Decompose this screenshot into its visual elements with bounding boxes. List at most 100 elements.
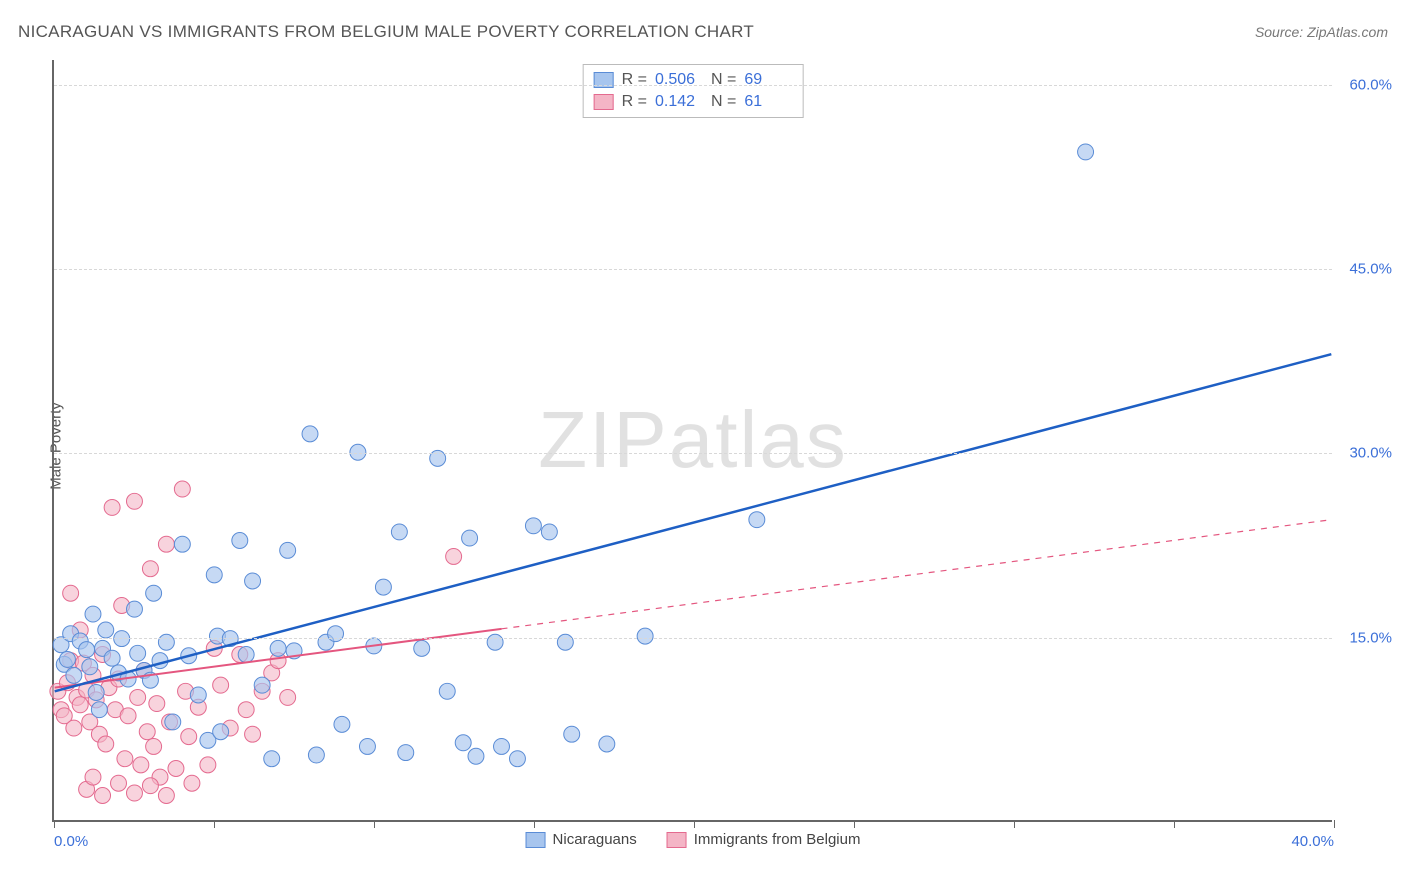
- gridline: [54, 638, 1332, 639]
- n-label-b: N =: [711, 93, 736, 111]
- data-point: [98, 736, 114, 752]
- gridline: [54, 269, 1332, 270]
- data-point: [391, 524, 407, 540]
- legend-row-b: R = 0.142 N = 61: [594, 91, 793, 113]
- y-tick-label: 60.0%: [1337, 76, 1392, 93]
- source-name: ZipAtlas.com: [1307, 24, 1388, 40]
- data-point: [245, 573, 261, 589]
- chart-header: NICARAGUAN VS IMMIGRANTS FROM BELGIUM MA…: [18, 22, 1388, 42]
- data-point: [149, 696, 165, 712]
- data-point: [599, 736, 615, 752]
- x-tick: [54, 820, 55, 828]
- data-point: [245, 726, 261, 742]
- data-point: [509, 751, 525, 767]
- chart-title: NICARAGUAN VS IMMIGRANTS FROM BELGIUM MA…: [18, 22, 754, 42]
- data-point: [126, 601, 142, 617]
- n-value-b: 61: [744, 93, 792, 111]
- swatch-a: [594, 72, 614, 88]
- source-attribution: Source: ZipAtlas.com: [1255, 24, 1388, 40]
- data-point: [168, 761, 184, 777]
- swatch-b2: [667, 832, 687, 848]
- plot-area: ZIPatlas R = 0.506 N = 69 R = 0.142 N = …: [52, 60, 1332, 822]
- swatch-b: [594, 94, 614, 110]
- data-point: [213, 724, 229, 740]
- swatch-a2: [526, 832, 546, 848]
- data-point: [270, 640, 286, 656]
- data-point: [120, 708, 136, 724]
- data-point: [174, 536, 190, 552]
- data-point: [238, 702, 254, 718]
- data-point: [446, 548, 462, 564]
- data-point: [494, 738, 510, 754]
- x-tick: [534, 820, 535, 828]
- data-point: [85, 606, 101, 622]
- data-point: [190, 687, 206, 703]
- data-point: [1078, 144, 1094, 160]
- y-tick-label: 45.0%: [1337, 260, 1392, 277]
- data-point: [66, 667, 82, 683]
- data-point: [350, 444, 366, 460]
- n-value-a: 69: [744, 71, 792, 89]
- data-point: [91, 702, 107, 718]
- data-point: [165, 714, 181, 730]
- legend-row-a: R = 0.506 N = 69: [594, 69, 793, 91]
- y-tick-label: 30.0%: [1337, 445, 1392, 462]
- x-tick: [854, 820, 855, 828]
- trend-line: [55, 354, 1332, 691]
- x-tick: [214, 820, 215, 828]
- data-point: [66, 720, 82, 736]
- data-point: [63, 585, 79, 601]
- data-point: [79, 642, 95, 658]
- data-point: [111, 775, 127, 791]
- data-point: [158, 536, 174, 552]
- data-point: [414, 640, 430, 656]
- data-point: [254, 677, 270, 693]
- r-value-b: 0.142: [655, 93, 703, 111]
- data-point: [139, 724, 155, 740]
- data-point: [142, 561, 158, 577]
- data-point: [398, 745, 414, 761]
- source-label: Source:: [1255, 24, 1307, 40]
- data-point: [455, 735, 471, 751]
- data-point: [334, 716, 350, 732]
- data-point: [104, 650, 120, 666]
- data-point: [130, 645, 146, 661]
- data-point: [439, 683, 455, 699]
- data-point: [359, 738, 375, 754]
- data-point: [264, 751, 280, 767]
- data-point: [98, 622, 114, 638]
- data-point: [130, 689, 146, 705]
- data-point: [181, 729, 197, 745]
- data-point: [104, 499, 120, 515]
- data-point: [375, 579, 391, 595]
- data-point: [142, 778, 158, 794]
- data-point: [133, 757, 149, 773]
- data-point: [126, 493, 142, 509]
- r-label-b: R =: [622, 93, 647, 111]
- data-point: [468, 748, 484, 764]
- r-value-a: 0.506: [655, 71, 703, 89]
- data-point: [95, 788, 111, 804]
- data-point: [302, 426, 318, 442]
- data-point: [525, 518, 541, 534]
- data-point: [85, 769, 101, 785]
- data-point: [213, 677, 229, 693]
- correlation-legend: R = 0.506 N = 69 R = 0.142 N = 61: [583, 64, 804, 118]
- data-point: [232, 533, 248, 549]
- n-label-a: N =: [711, 71, 736, 89]
- x-tick: [1014, 820, 1015, 828]
- data-point: [328, 626, 344, 642]
- data-point: [88, 685, 104, 701]
- data-point: [82, 659, 98, 675]
- data-point: [280, 689, 296, 705]
- gridline: [54, 453, 1332, 454]
- x-tick: [1334, 820, 1335, 828]
- y-tick-label: 15.0%: [1337, 629, 1392, 646]
- data-point: [158, 788, 174, 804]
- data-point: [72, 697, 88, 713]
- series-b-name: Immigrants from Belgium: [694, 831, 861, 848]
- data-point: [541, 524, 557, 540]
- data-point: [200, 757, 216, 773]
- x-tick: [1174, 820, 1175, 828]
- data-point: [146, 585, 162, 601]
